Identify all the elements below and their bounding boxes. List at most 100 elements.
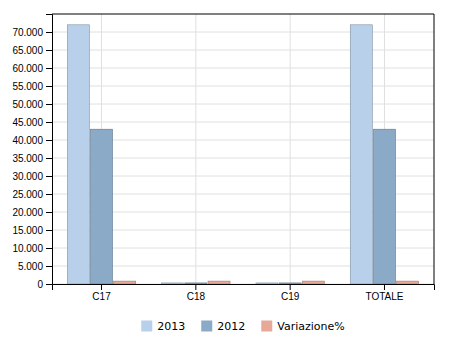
plot: 0 5.000 10.000 15.000 20.000 25.000 30.000 35.0… [12, 14, 434, 302]
y-tick: 20.000 [12, 207, 52, 218]
y-tick-label: 20.000 [12, 207, 43, 218]
x-grid-line [290, 14, 291, 284]
y-tick-mark [46, 32, 52, 33]
y-grid-line [52, 104, 434, 105]
y-axis-line [46, 15, 53, 285]
legend-item: 2012 [201, 320, 245, 333]
bar [279, 283, 301, 284]
y-tick: 65.000 [12, 45, 52, 56]
bar [185, 283, 207, 284]
y-tick-label: 40.000 [12, 135, 43, 146]
y-tick-mark [46, 194, 52, 195]
y-tick: 0 [37, 279, 52, 290]
grid [52, 14, 434, 284]
y-tick: 55.000 [12, 81, 52, 92]
y-tick: 50.000 [12, 99, 52, 110]
y-tick-label: 50.000 [12, 99, 43, 110]
y-tick-label: 15.000 [12, 225, 43, 236]
x-tick: C18 [187, 284, 206, 302]
legend-swatch [141, 321, 152, 332]
y-tick: 30.000 [12, 171, 52, 182]
y-tick-label: 35.000 [12, 153, 43, 164]
y-tick-mark [46, 212, 52, 213]
y-grid-line [52, 122, 434, 123]
legend-swatch [201, 321, 212, 332]
x-grid-line [195, 14, 196, 284]
y-tick-mark [46, 284, 52, 285]
y-tick: 35.000 [12, 153, 52, 164]
y-grid-line [52, 68, 434, 69]
y-tick-label: 65.000 [12, 45, 43, 56]
legend-item: 2013 [141, 320, 185, 333]
x-tick-label: C17 [92, 291, 111, 302]
y-tick-label: 5.000 [18, 261, 43, 272]
x-tick-label: C18 [187, 291, 206, 302]
y-tick-mark [46, 230, 52, 231]
y-grid-line [52, 86, 434, 87]
y-tick-mark [46, 266, 52, 267]
x-tick-mark [290, 284, 291, 290]
y-tick-mark [46, 248, 52, 249]
x-tick-label: TOTALE [365, 291, 403, 302]
bars [67, 25, 418, 284]
y-tick: 10.000 [12, 243, 52, 254]
bar [67, 25, 89, 284]
y-tick: 25.000 [12, 189, 52, 200]
bar [302, 281, 324, 284]
y-tick: 60.000 [12, 63, 52, 74]
chart: 0 5.000 10.000 15.000 20.000 25.000 30.000 35.0… [0, 0, 450, 340]
legend-label: 2013 [157, 320, 185, 333]
y-tick-mark [46, 86, 52, 87]
y-tick-mark [46, 158, 52, 159]
y-tick-label: 55.000 [12, 81, 43, 92]
x-tick-mark [384, 284, 385, 290]
y-tick-label: 70.000 [12, 27, 43, 38]
y-tick: 70.000 [12, 27, 52, 38]
series [91, 129, 396, 284]
x-tick-mark [195, 284, 196, 290]
bar [208, 281, 230, 284]
bar [350, 25, 372, 284]
x-tick: C19 [281, 284, 300, 302]
legend-label: Variazione% [277, 320, 344, 333]
x-tick: C17 [92, 284, 111, 302]
y-tick-label: 0 [37, 279, 43, 290]
y-tick-label: 45.000 [12, 117, 43, 128]
bar [162, 283, 184, 284]
bar [114, 281, 136, 284]
y-tick-label: 10.000 [12, 243, 43, 254]
y-tick-label: 25.000 [12, 189, 43, 200]
y-grid-line [52, 32, 434, 33]
y-tick-mark [46, 140, 52, 141]
y-tick: 40.000 [12, 135, 52, 146]
y-tick: 15.000 [12, 225, 52, 236]
frame-top [52, 14, 434, 15]
bar [397, 281, 419, 284]
x-axis-line [53, 285, 435, 291]
y-tick-mark [46, 122, 52, 123]
bar [373, 129, 395, 284]
y-tick: 5.000 [18, 261, 52, 272]
legend-label: 2012 [217, 320, 245, 333]
x-axis: C17 C18 C19 TOTALE [53, 284, 435, 302]
x-tick: TOTALE [365, 284, 403, 302]
x-tick-label: C19 [281, 291, 300, 302]
bar [256, 283, 278, 284]
y-tick-mark [46, 68, 52, 69]
frame-right [434, 14, 435, 284]
y-tick-mark [46, 50, 52, 51]
y-tick-mark [46, 104, 52, 105]
bar [91, 129, 113, 284]
y-grid-line [52, 50, 434, 51]
series [67, 25, 372, 284]
y-tick: 45.000 [12, 117, 52, 128]
y-tick-mark [46, 176, 52, 177]
y-tick-label: 60.000 [12, 63, 43, 74]
x-tick-mark [101, 284, 102, 290]
series [114, 281, 419, 284]
legend: 2013 2012 Variazione% [141, 320, 344, 333]
y-tick-label: 30.000 [12, 171, 43, 182]
legend-swatch [261, 321, 272, 332]
legend-item: Variazione% [261, 320, 344, 333]
y-axis: 0 5.000 10.000 15.000 20.000 25.000 30.000 35.0… [12, 15, 52, 290]
